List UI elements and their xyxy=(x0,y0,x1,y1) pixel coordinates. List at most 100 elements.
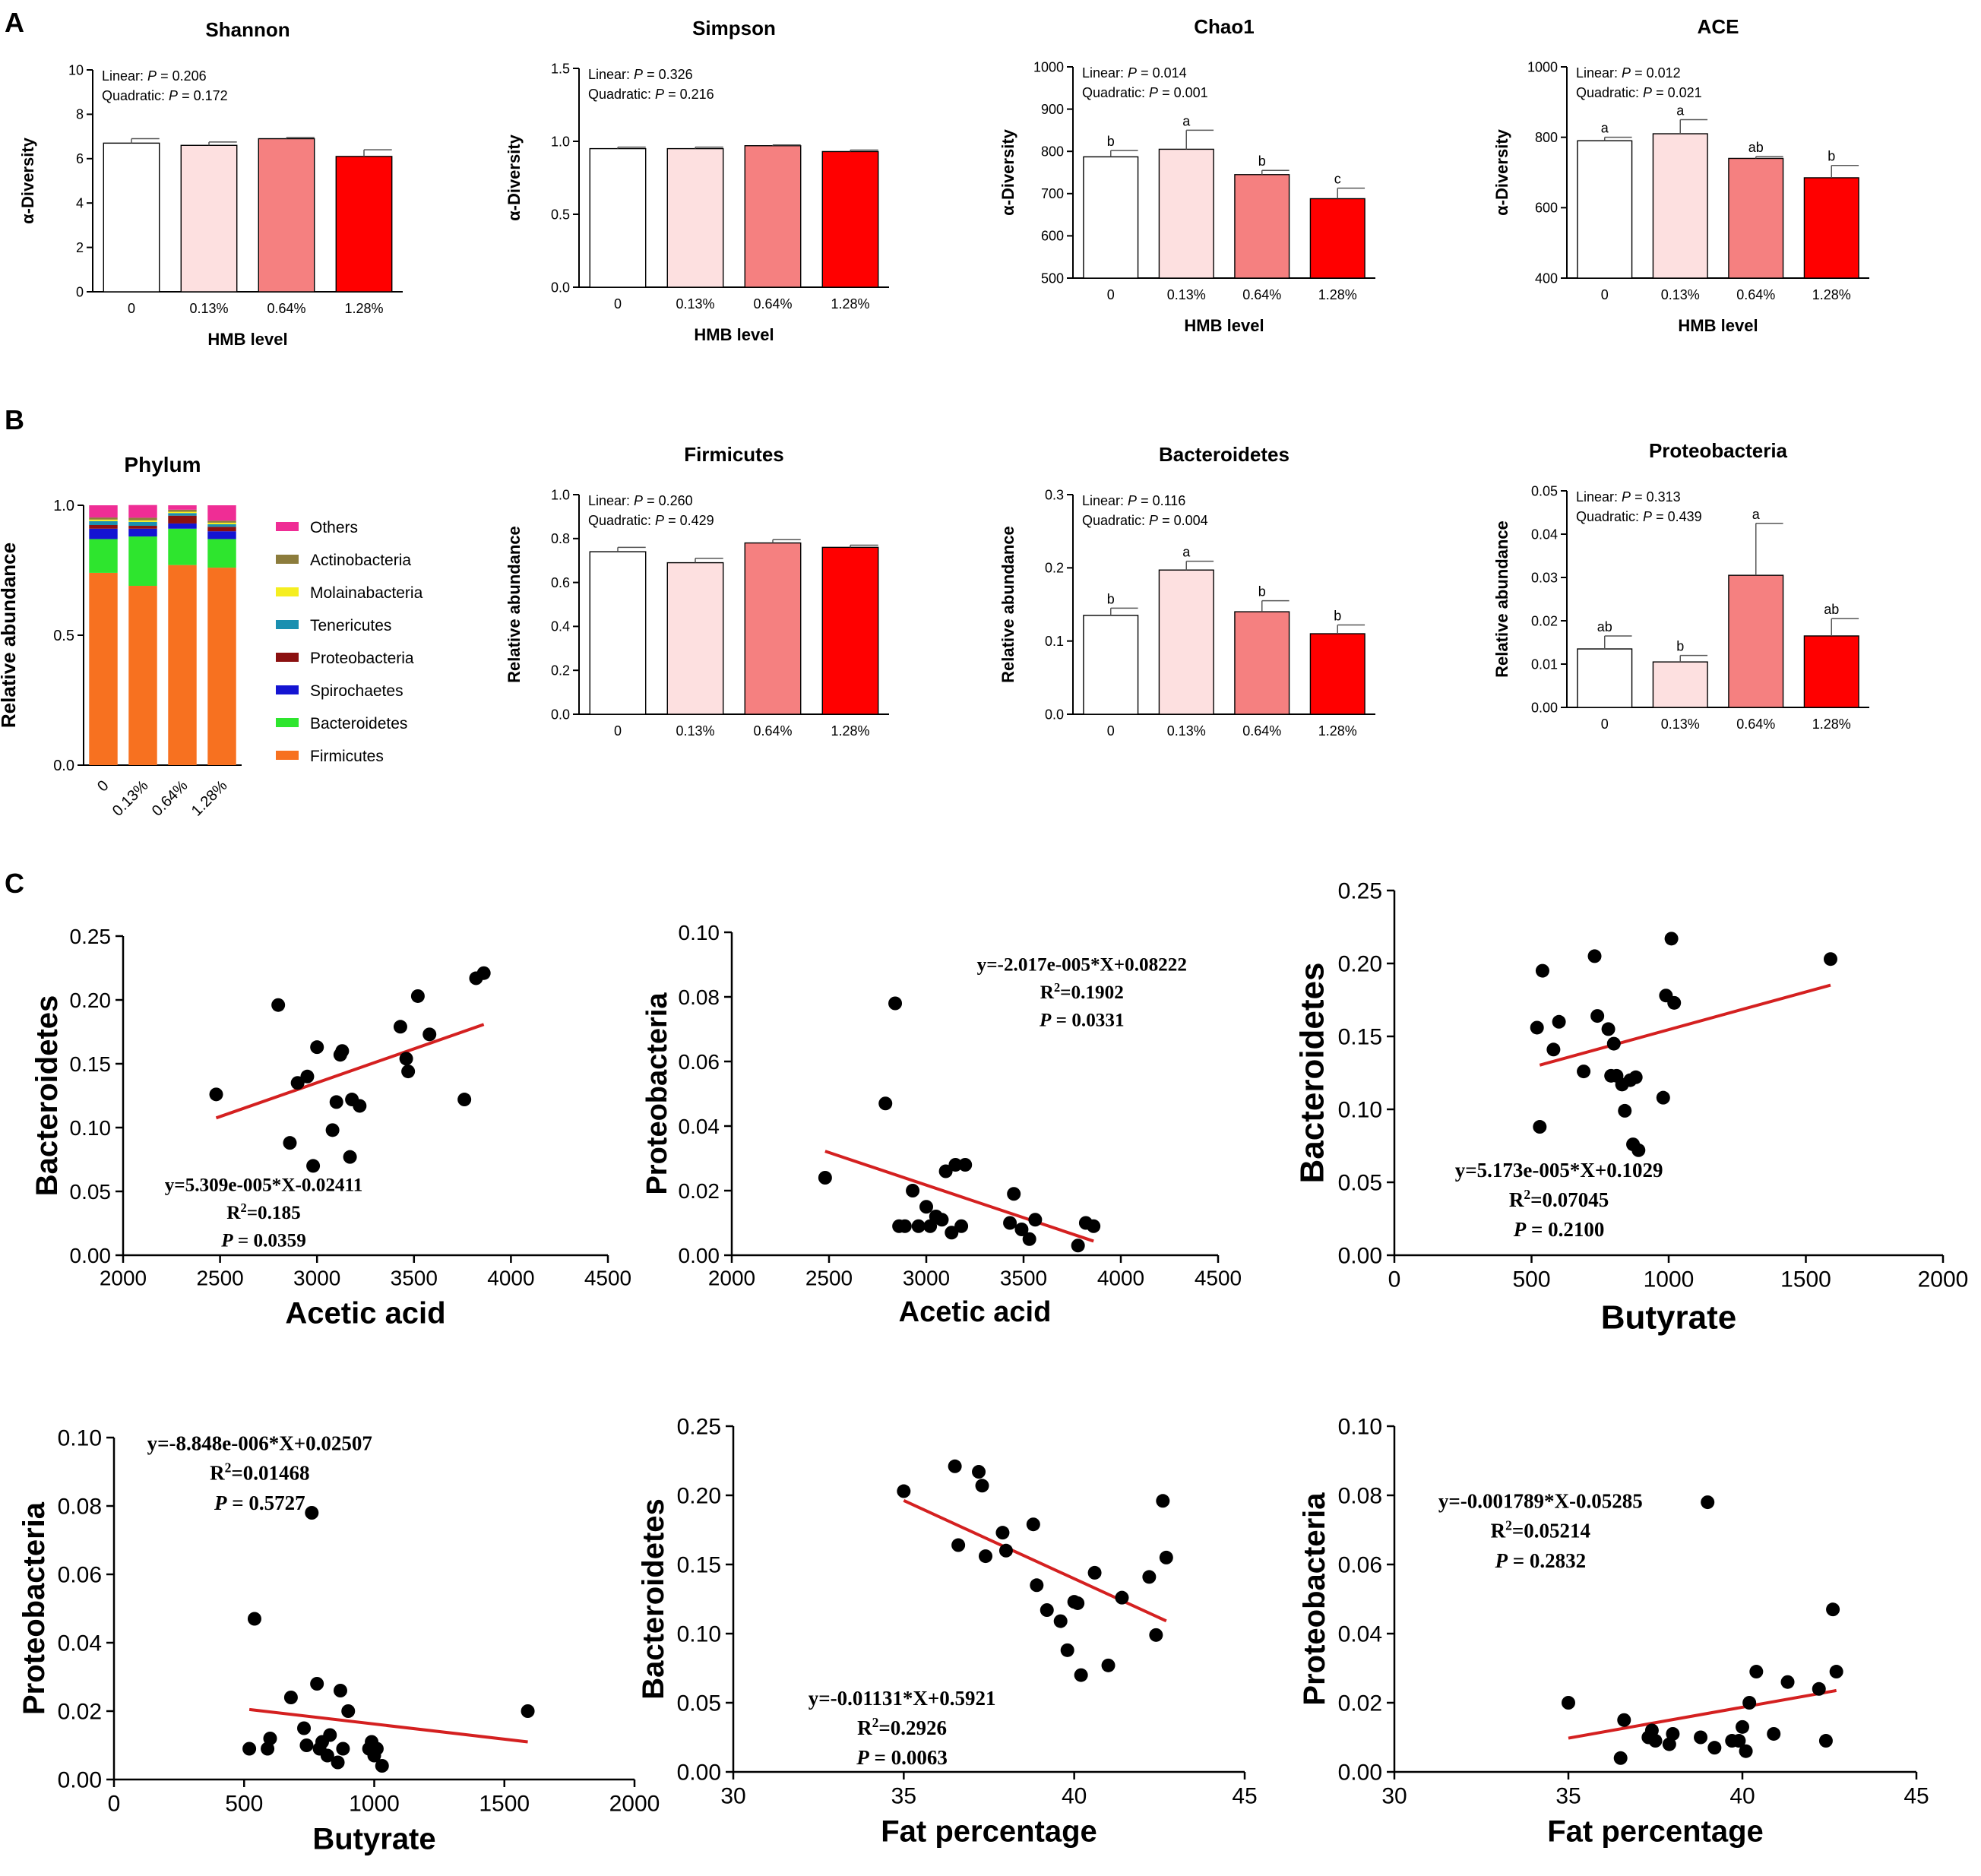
data-point xyxy=(1701,1495,1715,1510)
data-point xyxy=(1074,1668,1088,1682)
x-tick-label: 0 xyxy=(108,1792,121,1817)
data-point xyxy=(1780,1675,1795,1689)
y-tick-label: 0.10 xyxy=(679,921,720,944)
x-tick-label: 0 xyxy=(1601,717,1609,732)
legend-swatch xyxy=(276,685,299,694)
legend-swatch xyxy=(276,587,299,596)
x-tick-label: 2000 xyxy=(100,1266,147,1289)
y-tick-label: 700 xyxy=(1041,186,1064,201)
data-point xyxy=(888,996,903,1011)
y-tick-label: 0.10 xyxy=(1338,1098,1382,1123)
data-point xyxy=(331,1755,345,1770)
bar xyxy=(1158,569,1214,715)
data-point xyxy=(325,1123,340,1137)
x-tick-label: 0 xyxy=(94,777,112,795)
stat-quadratic: Quadratic: P = 0.001 xyxy=(1082,85,1208,100)
y-tick-label: 0.00 xyxy=(679,1244,720,1267)
y-tick-label: 0.00 xyxy=(70,1244,112,1267)
y-axis-title: α-Diversity xyxy=(505,134,524,221)
x-tick-label: 1.28% xyxy=(1318,287,1357,302)
bar xyxy=(1083,156,1139,279)
y-tick-label: 0.02 xyxy=(1531,613,1558,628)
data-point xyxy=(261,1742,275,1756)
data-point xyxy=(323,1728,337,1742)
bar xyxy=(1728,157,1784,279)
data-point xyxy=(1613,1751,1628,1765)
data-point xyxy=(1749,1665,1764,1679)
stack-segment-proteobacteria xyxy=(207,527,236,532)
y-tick-label: 0.06 xyxy=(1338,1553,1382,1578)
bar xyxy=(1158,148,1214,279)
x-tick-label: 0 xyxy=(1107,287,1115,302)
data-point xyxy=(341,1704,356,1718)
data-point xyxy=(958,1158,973,1172)
x-tick-label: 4000 xyxy=(487,1266,534,1289)
y-tick-label: 0.00 xyxy=(58,1768,102,1793)
bar xyxy=(589,551,647,715)
y-tick-label: 0.05 xyxy=(677,1691,721,1716)
significance-letter: ab xyxy=(1824,602,1839,617)
data-point xyxy=(1003,1216,1017,1230)
data-point xyxy=(1552,1014,1566,1029)
data-point xyxy=(1028,1213,1043,1227)
x-tick-label: 40 xyxy=(1729,1784,1755,1809)
x-axis-title: Acetic acid xyxy=(899,1296,1052,1328)
stack-segment-spirochaetes xyxy=(128,528,157,537)
chart-title: ACE xyxy=(1698,15,1739,38)
legend-swatch xyxy=(276,751,299,760)
data-point xyxy=(1007,1187,1021,1201)
y-tick-label: 0.00 xyxy=(677,1761,721,1786)
x-tick-label: 35 xyxy=(1555,1784,1581,1809)
significance-letter: a xyxy=(1182,545,1191,560)
x-tick-label: 1000 xyxy=(349,1792,400,1817)
data-point xyxy=(1736,1719,1749,1734)
data-point xyxy=(1829,1665,1843,1679)
y-tick-label: 0.00 xyxy=(1531,700,1558,715)
data-point xyxy=(1562,1696,1575,1710)
data-point xyxy=(995,1526,1010,1540)
data-point xyxy=(954,1219,969,1233)
bar-chart-7: Proteobacteria 0.00 0.01 0.02 0.03 0.04 0.05 Re… xyxy=(1492,439,1869,732)
data-point xyxy=(1767,1726,1781,1741)
x-tick-label: 0 xyxy=(1601,287,1609,302)
significance-letter: b xyxy=(1676,639,1684,654)
stack-segment-actinobacteria xyxy=(207,520,236,523)
data-point xyxy=(1812,1681,1826,1696)
y-axis-title: Relative abundance xyxy=(1492,520,1511,678)
bar xyxy=(666,562,724,715)
data-point xyxy=(975,1479,989,1493)
data-point xyxy=(333,1684,347,1697)
x-tick-label: 40 xyxy=(1062,1784,1087,1809)
x-tick-label: 0 xyxy=(1107,723,1115,739)
data-point xyxy=(1694,1730,1708,1745)
y-tick-label: 1.0 xyxy=(551,487,570,502)
bar xyxy=(1577,140,1633,279)
y-tick-label: 0.6 xyxy=(551,575,570,590)
data-point xyxy=(1014,1223,1029,1236)
data-point xyxy=(299,1738,314,1752)
significance-letter: b xyxy=(1107,134,1115,149)
bar xyxy=(1083,615,1139,715)
x-tick-label: 30 xyxy=(1381,1784,1407,1809)
x-tick-label: 1.28% xyxy=(831,723,869,739)
x-tick-label: 1.28% xyxy=(1318,723,1357,739)
data-point xyxy=(305,1506,319,1520)
x-tick-label: 0.13% xyxy=(1661,287,1700,302)
x-axis-title: Acetic acid xyxy=(285,1296,445,1330)
bar-chart-0: Shannon 0 2 4 6 8 10 α-Diversity 0 0.13% 0.64% 1.28… xyxy=(18,18,403,349)
stack-segment-melainabacteria xyxy=(89,519,118,521)
data-point xyxy=(1648,1734,1663,1748)
x-tick-label: 1.28% xyxy=(1812,287,1851,302)
scatter-chart-2: 0.00 0.05 0.10 0.15 0.20 0.25 0 500 1000 1500 2000… xyxy=(1294,879,1969,1337)
data-point xyxy=(1587,949,1602,963)
significance-letter: a xyxy=(1601,121,1609,136)
data-point xyxy=(375,1759,389,1773)
x-tick-label: 0.13% xyxy=(189,301,228,316)
data-point xyxy=(457,1093,472,1107)
x-axis-title: Fat percentage xyxy=(881,1815,1097,1849)
stack-segment-spirochaetes xyxy=(89,528,118,539)
y-tick-label: 0.0 xyxy=(53,758,74,774)
bar xyxy=(1652,133,1708,279)
bar-chart-6: Bacteroidetes 0.0 0.1 0.2 0.3 Relative abunda… xyxy=(998,443,1375,739)
